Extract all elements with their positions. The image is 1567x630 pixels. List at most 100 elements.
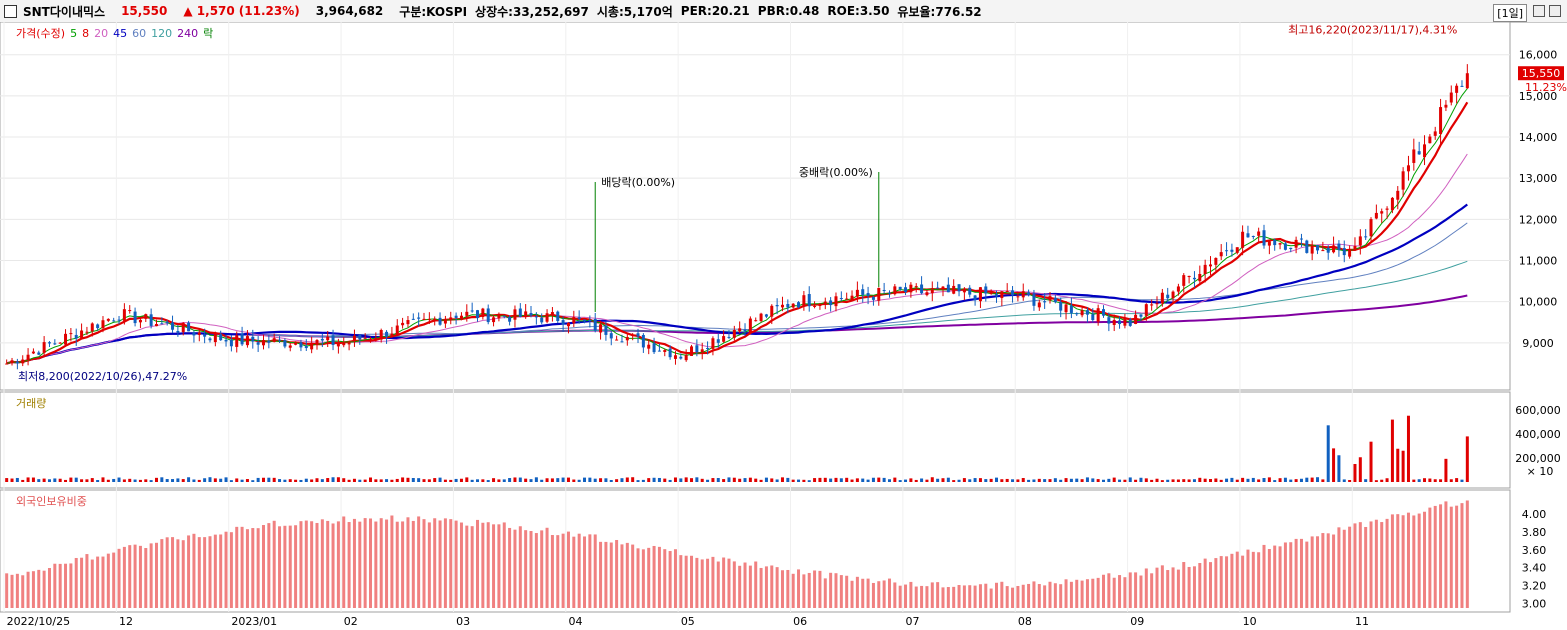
select-checkbox[interactable] [4, 4, 17, 18]
period-selector[interactable]: [1일] [1493, 4, 1527, 22]
price-tick-label: 10,000 [1519, 296, 1558, 309]
candle-body [524, 311, 528, 317]
ma5-line [6, 88, 1468, 364]
foreign-ratio-bar [1412, 515, 1416, 608]
candle-body [278, 339, 282, 341]
foreign-ratio-bar [1112, 577, 1116, 608]
volume-bar [550, 478, 554, 482]
foreign-ratio-bar [1000, 581, 1004, 608]
candle-body [1246, 233, 1250, 238]
volume-bar [304, 478, 308, 482]
foreign-ratio-bar [1166, 570, 1170, 608]
volume-bar [615, 479, 619, 482]
volume-bar [887, 479, 891, 482]
volume-bar [1021, 478, 1025, 482]
candle-body [197, 332, 201, 335]
foreign-ratio-bar [208, 536, 212, 608]
foreign-ratio-bar [1053, 583, 1057, 608]
foreign-ratio-bar [887, 578, 891, 608]
volume-bar [122, 479, 126, 482]
volume-bar [978, 478, 982, 482]
volume-bar [1460, 479, 1464, 482]
candle-body [1123, 318, 1127, 326]
foreign-ratio-bar [759, 567, 763, 608]
candle-body [69, 333, 73, 335]
foreign-ratio-bar [251, 528, 255, 608]
foreign-ratio-bar [690, 555, 694, 608]
foreign-ratio-bar [154, 542, 158, 608]
foreign-ratio-bar [261, 525, 265, 608]
candle-body [797, 302, 801, 308]
volume-bar [235, 478, 239, 482]
foreign-ratio-bar [599, 541, 603, 608]
volume-bar [914, 479, 918, 482]
candle-body [577, 317, 581, 319]
foreign-ratio-bar [176, 539, 180, 608]
foreign-ratio-bar [106, 553, 110, 608]
candle-body [684, 355, 688, 361]
volume-bar [1257, 479, 1261, 482]
foreign-ratio-bar [299, 521, 303, 608]
volume-bar [1128, 477, 1132, 482]
candle-body [15, 361, 19, 364]
candle-body [818, 303, 822, 307]
candle-body [1412, 149, 1416, 163]
candle-body [593, 319, 597, 331]
foreign-ratio-bar [149, 543, 153, 608]
candle-body [492, 317, 496, 323]
volume-bar [834, 477, 838, 482]
x-tick-label: 06 [793, 615, 807, 628]
volume-bar [1187, 479, 1191, 482]
volume-bar [1043, 479, 1047, 482]
candle-body [1203, 264, 1207, 275]
x-tick-label: 04 [568, 615, 582, 628]
maximize-icon[interactable] [1549, 5, 1561, 17]
foreign-ratio-bar [866, 578, 870, 608]
candle-body [898, 286, 902, 290]
candle-body [422, 318, 426, 320]
volume-bar [219, 478, 223, 482]
volume-bar [780, 477, 784, 482]
volume-bar [251, 480, 255, 482]
stock-chart[interactable]: 16,000 15,000 14,000 13,000 12,000 11,000 10,0… [0, 22, 1567, 630]
foreign-ratio-bar [1273, 545, 1277, 608]
candle-body [1155, 303, 1159, 305]
price-tick-label: 15,000 [1519, 90, 1558, 103]
candle-body [989, 292, 993, 294]
volume-bar [952, 480, 956, 482]
foreign-ratio-bar [1155, 567, 1159, 608]
volume-bar [427, 479, 431, 482]
foreign-ratio-bar [213, 534, 217, 608]
candle-body [1198, 273, 1202, 282]
minimize-icon[interactable] [1533, 5, 1545, 17]
foreign-ratio-bar [58, 563, 62, 608]
volume-bar [395, 478, 399, 482]
foreign-ratio-bar [283, 525, 287, 608]
volume-bar [1428, 478, 1432, 482]
volume-bar [994, 477, 998, 482]
volume-bar [112, 478, 116, 482]
candle-body [336, 343, 340, 347]
foreign-ratio-bar [1209, 562, 1213, 608]
foreign-ratio-bar [1449, 506, 1453, 608]
volume-bar [1364, 479, 1368, 482]
candle-body [1417, 151, 1421, 155]
volume-bar [973, 478, 977, 482]
foreign-ratio-bar [524, 530, 528, 608]
candle-body [267, 340, 271, 343]
foreign-ratio-bar [128, 545, 132, 608]
candle-body [331, 335, 335, 345]
volume-bar [1102, 479, 1105, 482]
candle-body [727, 336, 731, 338]
foreign-ratio-bar [369, 518, 372, 608]
volume-bar [502, 479, 506, 482]
candle-body [85, 331, 89, 333]
candle-body [791, 303, 795, 308]
foreign-ratio-bar [1214, 558, 1218, 608]
foreign-ratio-bar [438, 520, 442, 608]
candle-body [1374, 212, 1378, 219]
foreign-ratio-bar [1428, 507, 1432, 608]
candle-body [208, 338, 212, 341]
volume-bar [1064, 478, 1068, 482]
candle-body [1423, 144, 1427, 158]
